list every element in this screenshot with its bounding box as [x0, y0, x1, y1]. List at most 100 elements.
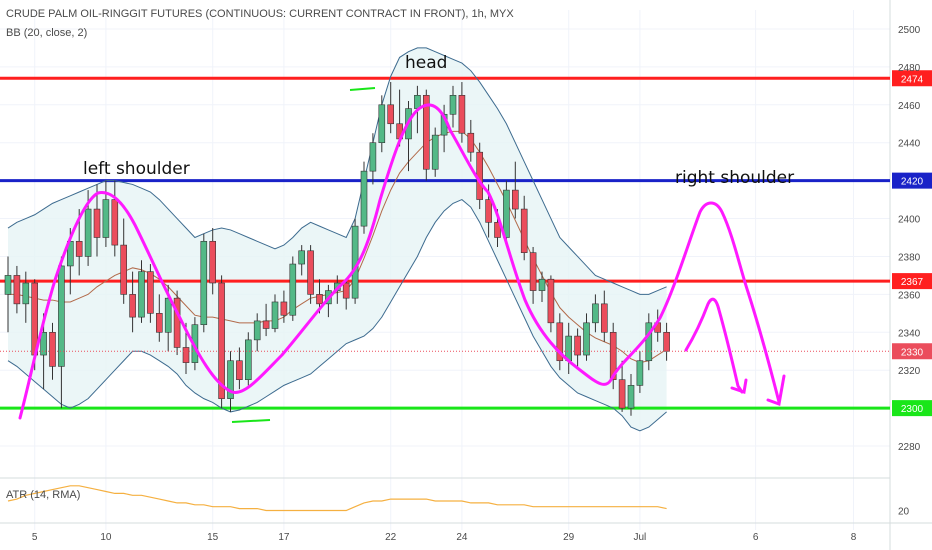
time-axis[interactable]: 5 10 15 17 22 24 29 Jul 6 8 — [32, 532, 857, 543]
bollinger-fill — [8, 47, 667, 431]
bb-upper — [7, 47, 667, 295]
candle — [485, 199, 492, 223]
time-tick: 10 — [100, 532, 112, 543]
candle — [538, 278, 546, 291]
candle — [467, 132, 475, 153]
candle — [93, 208, 101, 238]
candle — [102, 199, 110, 238]
annotation-0: left shoulder — [83, 159, 190, 179]
bollinger-band-area — [8, 47, 667, 431]
bb-lower — [7, 199, 667, 432]
chart-title: CRUDE PALM OIL-RINGGIT FUTURES (CONTINUO… — [6, 8, 514, 20]
candle — [280, 301, 288, 316]
time-tick: 5 — [32, 532, 38, 543]
candle — [147, 271, 154, 314]
candle — [663, 331, 670, 352]
candle — [138, 271, 145, 318]
head-marker — [349, 87, 376, 91]
time-tick: 22 — [385, 532, 397, 543]
candle — [511, 189, 519, 210]
atr-label: ATR (14, RMA) — [6, 489, 81, 501]
time-tick: 29 — [563, 532, 575, 543]
candle — [253, 320, 261, 341]
candle — [307, 250, 314, 295]
last-price-tag — [892, 343, 932, 360]
candle — [13, 275, 21, 305]
price-tick: 2480 — [898, 63, 921, 74]
time-tick: 24 — [456, 532, 468, 543]
time-tick: 15 — [207, 532, 219, 543]
price-tick: 2360 — [898, 290, 921, 301]
candle — [227, 360, 234, 399]
drawings[interactable] — [18, 87, 786, 423]
time-tick: Jul — [634, 532, 647, 543]
candle — [556, 322, 564, 362]
candle — [111, 199, 119, 246]
candle — [262, 320, 270, 329]
candle — [289, 263, 297, 316]
right-shoulder-small[interactable] — [684, 297, 744, 394]
candle — [298, 250, 306, 265]
candle — [458, 95, 466, 134]
price-tick: 2380 — [898, 252, 921, 263]
price-tick: 2320 — [898, 366, 921, 377]
annotations: left shoulder head right shoulder — [83, 53, 794, 188]
price-tick: 2340 — [898, 328, 921, 339]
candle — [494, 222, 501, 238]
time-tick: 6 — [753, 532, 759, 543]
candle — [360, 170, 368, 227]
price-tick: 2400 — [898, 215, 921, 226]
candle — [173, 297, 181, 348]
time-tick: 17 — [278, 532, 290, 543]
level-tag-2420 — [892, 172, 932, 189]
candle — [164, 297, 172, 333]
candle — [209, 240, 216, 284]
candle — [120, 244, 127, 295]
atr-panel: 20 — [7, 485, 910, 518]
arrow-head-2 — [766, 374, 786, 407]
candle — [245, 339, 252, 380]
candle — [129, 294, 136, 318]
candle — [75, 240, 83, 257]
candle — [316, 294, 323, 305]
atr-tick: 20 — [898, 507, 910, 518]
last-price-label: 2330 — [901, 347, 924, 358]
level-tag-2474 — [892, 70, 932, 87]
time-tick: 8 — [851, 532, 857, 543]
candle — [547, 278, 555, 324]
candle — [40, 331, 47, 356]
candle — [271, 301, 279, 329]
candle — [600, 303, 608, 333]
level-label-2474: 2474 — [901, 74, 924, 85]
annotation-1: head — [405, 53, 447, 73]
head-shoulders-curve[interactable] — [18, 103, 781, 420]
candle — [200, 240, 208, 326]
candle — [618, 379, 626, 409]
candle — [529, 252, 537, 291]
candle — [609, 331, 617, 380]
candle — [4, 275, 12, 295]
atr-line — [7, 485, 667, 512]
price-tick: 2440 — [898, 139, 921, 150]
candle — [22, 282, 30, 305]
candle — [342, 282, 350, 299]
candle — [645, 322, 653, 362]
arrow-head-1 — [730, 378, 748, 394]
level-label-2367: 2367 — [901, 277, 924, 288]
candle — [431, 134, 439, 170]
candle — [449, 95, 457, 115]
price-tick: 2460 — [898, 101, 921, 112]
candle — [156, 313, 163, 333]
candle — [574, 335, 581, 356]
candle — [182, 347, 190, 363]
annotation-2: right shoulder — [675, 168, 794, 188]
price-axis[interactable]: 2280 2320 2340 2360 2380 2400 2440 2460 2480 2500 — [898, 25, 921, 453]
candle — [378, 104, 386, 144]
level-tag-2300 — [892, 400, 932, 417]
candle — [387, 104, 395, 125]
price-tick: 2500 — [898, 25, 921, 36]
candle — [583, 322, 590, 356]
candle — [236, 360, 243, 380]
candle — [369, 142, 377, 172]
